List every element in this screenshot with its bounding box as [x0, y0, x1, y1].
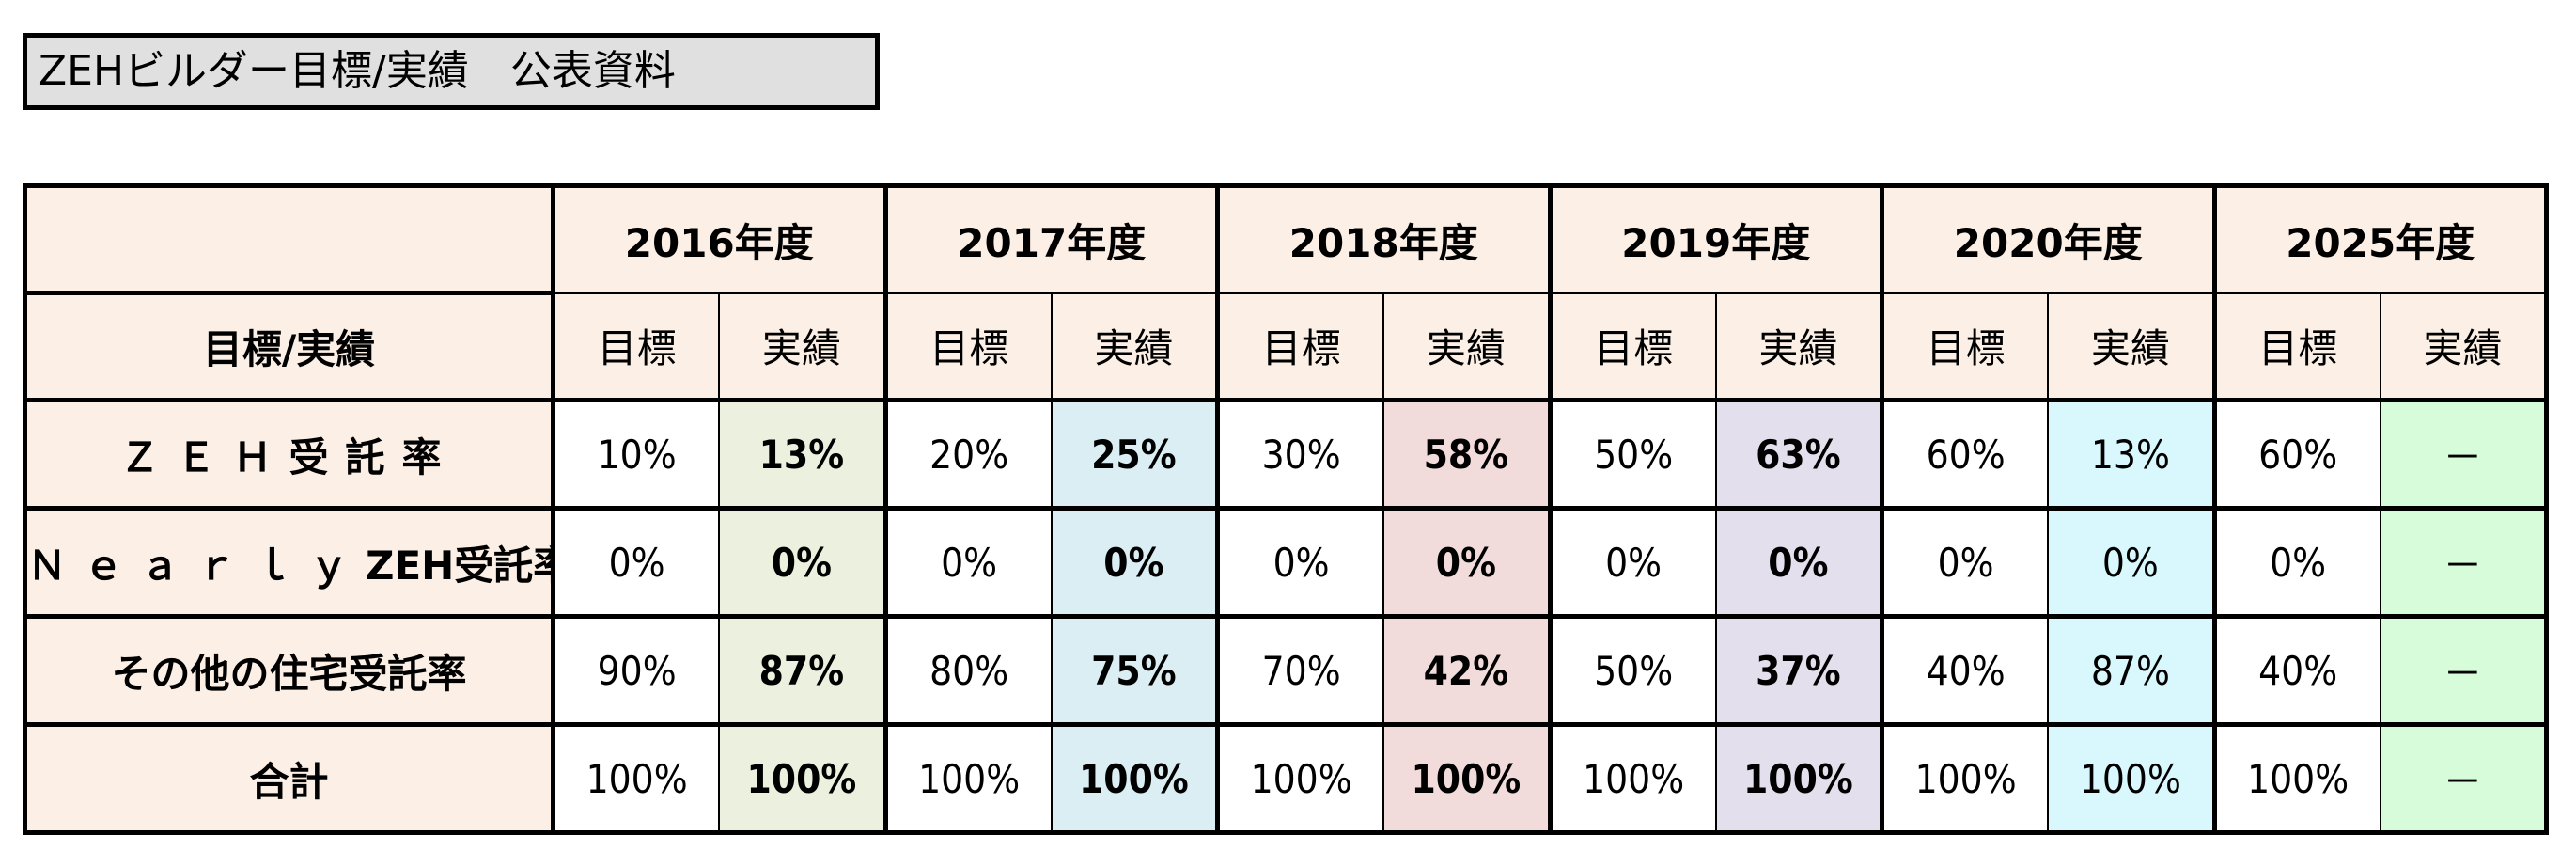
actual-cell-2017: 0%	[1050, 507, 1219, 619]
target-cell-2017: 100%	[882, 723, 1053, 834]
target-cell-2018: 100%	[1215, 723, 1385, 834]
actual-header-2016: 実績	[718, 292, 886, 402]
table-row: ＺＥＨ受託率 10% 13% 20% 25% 30% 58% 50% 63% 60% 13% 60%…	[23, 399, 2548, 511]
actual-cell-2020: 0%	[2047, 507, 2215, 619]
row-label-header: 目標/実績	[23, 292, 554, 402]
actual-cell-2025: －	[2379, 615, 2548, 727]
target-cell-2020: 60%	[1880, 399, 2050, 511]
target-cell-2025: 0%	[2211, 507, 2381, 619]
target-header-2016: 目標	[551, 292, 721, 402]
actual-cell-2019: 37%	[1714, 615, 1883, 727]
actual-cell-2016: 87%	[718, 615, 886, 727]
actual-cell-2016: 13%	[718, 399, 886, 511]
actual-cell-2018: 42%	[1382, 615, 1551, 727]
actual-header-2025: 実績	[2379, 292, 2548, 402]
target-cell-2018: 0%	[1215, 507, 1385, 619]
target-cell-2020: 100%	[1880, 723, 2050, 834]
target-cell-2025: 100%	[2211, 723, 2381, 834]
table-row: 合計 100% 100% 100% 100% 100% 100% 100% 100% 100% 1…	[23, 723, 2548, 834]
row-label-zeh: ＺＥＨ受託率	[23, 399, 554, 511]
table-row: その他の住宅受託率 90% 87% 80% 75% 70% 42% 50% 37% 40% 87%…	[23, 615, 2548, 727]
target-cell-2016: 100%	[551, 723, 721, 834]
target-cell-2017: 20%	[882, 399, 1053, 511]
document-title: ZEHビルダー目標/実績 公表資料	[23, 33, 880, 110]
actual-cell-2020: 13%	[2047, 399, 2215, 511]
target-cell-2019: 50%	[1547, 615, 1717, 727]
target-cell-2020: 0%	[1880, 507, 2050, 619]
actual-cell-2019: 63%	[1714, 399, 1883, 511]
year-header-2020: 2020年度	[1880, 184, 2215, 294]
actual-cell-2020: 87%	[2047, 615, 2215, 727]
target-header-2019: 目標	[1547, 292, 1717, 402]
table-row: ＮｅａｒｌｙZEH受託率 0% 0% 0% 0% 0% 0% 0% 0% 0% 0% 0% －	[23, 507, 2548, 619]
row-label-nearly-zeh: ＮｅａｒｌｙZEH受託率	[23, 507, 554, 619]
actual-cell-2016: 100%	[718, 723, 886, 834]
target-cell-2016: 0%	[551, 507, 721, 619]
target-cell-2016: 90%	[551, 615, 721, 727]
actual-cell-2025: －	[2379, 723, 2548, 834]
actual-cell-2018: 100%	[1382, 723, 1551, 834]
actual-cell-2016: 0%	[718, 507, 886, 619]
year-header-2018: 2018年度	[1215, 184, 1551, 294]
row-label-total: 合計	[23, 723, 554, 834]
year-header-2016: 2016年度	[551, 184, 886, 294]
actual-header-2019: 実績	[1714, 292, 1883, 402]
target-cell-2018: 70%	[1215, 615, 1385, 727]
target-header-2020: 目標	[1880, 292, 2050, 402]
actual-header-2018: 実績	[1382, 292, 1551, 402]
target-header-2018: 目標	[1215, 292, 1385, 402]
target-cell-2016: 10%	[551, 399, 721, 511]
target-cell-2019: 100%	[1547, 723, 1717, 834]
actual-cell-2025: －	[2379, 507, 2548, 619]
target-cell-2019: 50%	[1547, 399, 1717, 511]
row-label-nearly-part: Ｎｅａｒｌｙ	[27, 542, 367, 589]
actual-cell-2019: 100%	[1714, 723, 1883, 834]
actual-cell-2018: 58%	[1382, 399, 1551, 511]
year-header-2019: 2019年度	[1547, 184, 1883, 294]
actual-cell-2017: 100%	[1050, 723, 1219, 834]
target-header-2025: 目標	[2211, 292, 2381, 402]
target-cell-2020: 40%	[1880, 615, 2050, 727]
actual-cell-2025: －	[2379, 399, 2548, 511]
target-cell-2019: 0%	[1547, 507, 1717, 619]
target-cell-2018: 30%	[1215, 399, 1385, 511]
target-cell-2025: 40%	[2211, 615, 2381, 727]
actual-cell-2019: 0%	[1714, 507, 1883, 619]
target-cell-2017: 80%	[882, 615, 1053, 727]
zeh-results-table: 2016年度 2017年度 2018年度 2019年度 2020年度 2025年…	[23, 183, 2549, 835]
actual-cell-2018: 0%	[1382, 507, 1551, 619]
actual-cell-2020: 100%	[2047, 723, 2215, 834]
actual-header-2020: 実績	[2047, 292, 2215, 402]
year-header-2025: 2025年度	[2211, 184, 2548, 294]
target-cell-2025: 60%	[2211, 399, 2381, 511]
target-header-2017: 目標	[882, 292, 1053, 402]
actual-header-2017: 実績	[1050, 292, 1219, 402]
row-label-other-housing: その他の住宅受託率	[23, 615, 554, 727]
row-label-zeh-rate-part: ZEH受託率	[366, 542, 554, 589]
actual-cell-2017: 25%	[1050, 399, 1219, 511]
actual-cell-2017: 75%	[1050, 615, 1219, 727]
header-corner-cell	[23, 184, 554, 295]
target-cell-2017: 0%	[882, 507, 1053, 619]
year-header-2017: 2017年度	[882, 184, 1219, 294]
